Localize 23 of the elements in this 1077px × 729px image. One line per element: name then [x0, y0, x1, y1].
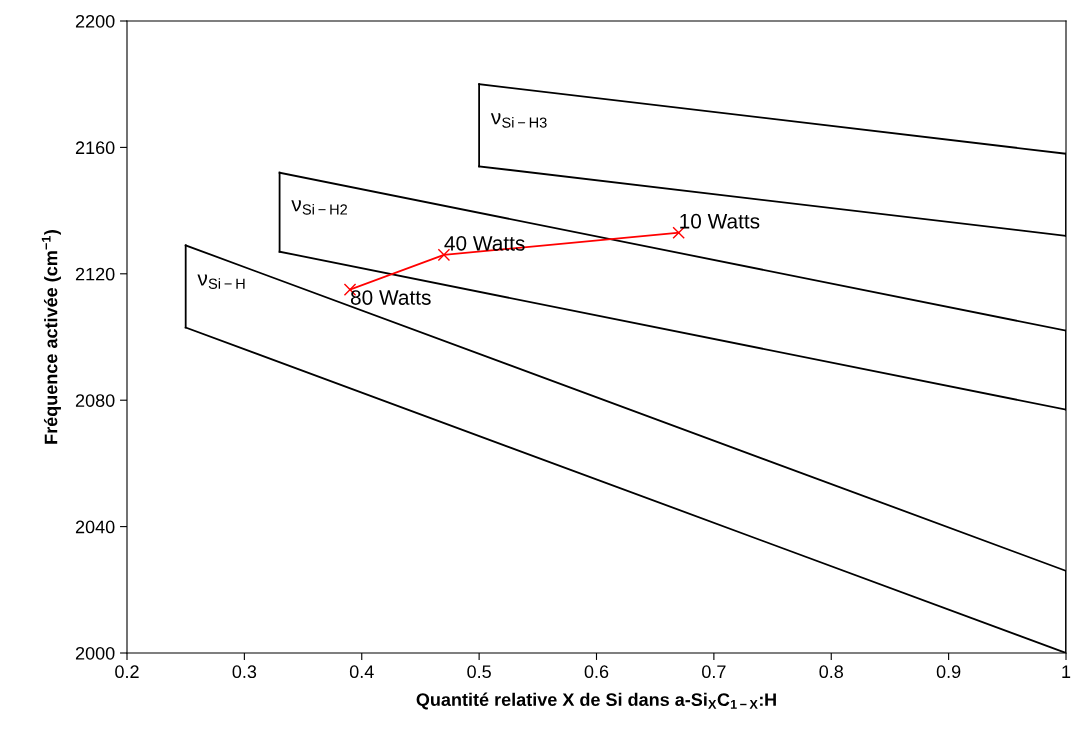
x-tick-label: 0.9 — [936, 665, 961, 679]
annotation: 10 Watts — [680, 213, 760, 229]
annotation: ν$_{Si−H}$ — [197, 274, 245, 289]
x-tick-label: 0.3 — [232, 665, 257, 679]
x-tick-label: 0.4 — [349, 665, 374, 679]
y-tick-label: 2040 — [75, 520, 115, 534]
y-tick-label: 2080 — [75, 394, 115, 407]
y-tick-label: 2160 — [75, 141, 115, 155]
x-tick-label: 0.7 — [702, 665, 726, 679]
annotation: 40 Watts — [444, 235, 525, 251]
y-tick-label: 2120 — [75, 267, 115, 281]
x-tick-label: 0.5 — [467, 665, 491, 679]
y-tick-label: 2200 — [75, 14, 115, 28]
y-axis-title: Fréquence activée (cm$^{−1}$) — [41, 230, 61, 444]
x-axis-title: Quantité relative X de Si dans a-Si$_{X}$C$_{1−X}$:H — [416, 692, 776, 710]
y-tick-label: 2000 — [75, 646, 115, 660]
annotation: ν$_{Si−H2}$ — [291, 200, 348, 215]
x-tick-label: 0.2 — [115, 665, 139, 679]
x-tick-label: 0.6 — [584, 665, 609, 679]
annotation: 80 Watts — [350, 290, 431, 305]
annotation: ν$_{Si−H3}$ — [490, 113, 547, 128]
x-tick-label: 0.8 — [819, 665, 844, 679]
x-tick-label: 1 — [1062, 665, 1071, 678]
